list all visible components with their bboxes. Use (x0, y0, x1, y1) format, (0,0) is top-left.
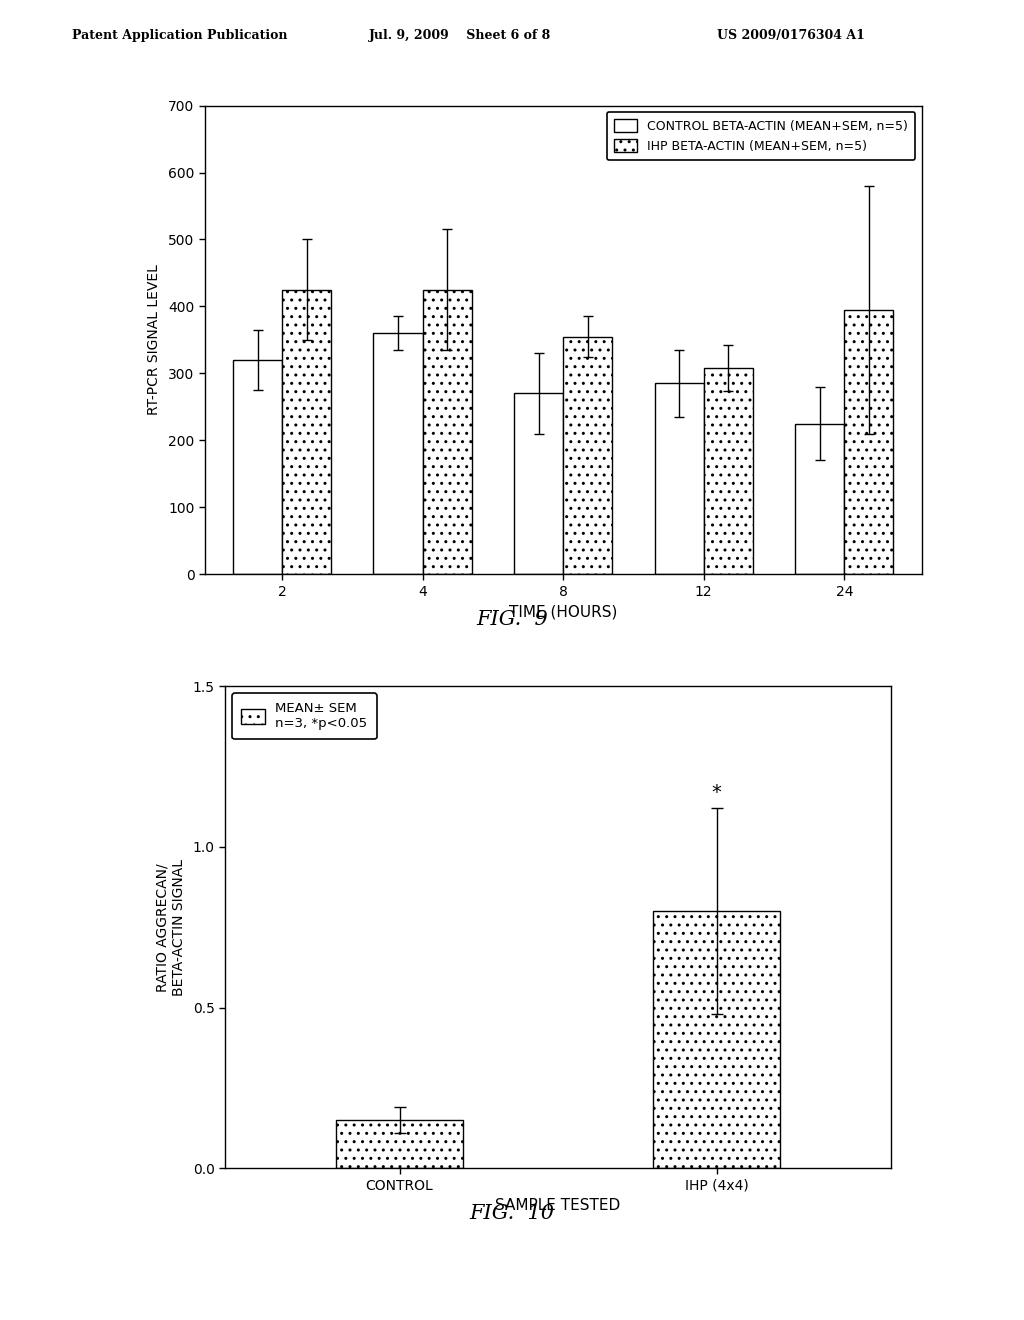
Bar (795, 424, 845, 574)
Bar (703, 368, 753, 574)
Y-axis label: RT-PCR SIGNAL LEVEL: RT-PCR SIGNAL LEVEL (147, 264, 161, 416)
Bar (514, 393, 563, 574)
Y-axis label: RATIO AGGRECAN/
BETA-ACTIN SIGNAL: RATIO AGGRECAN/ BETA-ACTIN SIGNAL (156, 859, 186, 995)
Bar (845, 310, 894, 574)
Legend: MEAN± SEM
n=3, *p<0.05: MEAN± SEM n=3, *p<0.05 (231, 693, 377, 739)
Text: US 2009/0176304 A1: US 2009/0176304 A1 (717, 29, 864, 42)
Bar (653, 911, 780, 1168)
Text: Patent Application Publication: Patent Application Publication (72, 29, 287, 42)
Text: Jul. 9, 2009    Sheet 6 of 8: Jul. 9, 2009 Sheet 6 of 8 (369, 29, 551, 42)
X-axis label: TIME (HOURS): TIME (HOURS) (509, 605, 617, 619)
Bar (654, 383, 703, 574)
Bar (563, 337, 612, 574)
Text: FIG.  10: FIG. 10 (469, 1204, 555, 1222)
Bar (232, 360, 282, 574)
Bar (336, 1119, 463, 1168)
Legend: CONTROL BETA-ACTIN (MEAN+SEM, n=5), IHP BETA-ACTIN (MEAN+SEM, n=5): CONTROL BETA-ACTIN (MEAN+SEM, n=5), IHP … (607, 112, 915, 160)
Bar (282, 289, 332, 574)
Text: *: * (712, 783, 722, 803)
Bar (374, 333, 423, 574)
Text: FIG.  9: FIG. 9 (476, 610, 548, 628)
Bar (423, 289, 472, 574)
X-axis label: SAMPLE TESTED: SAMPLE TESTED (496, 1199, 621, 1213)
